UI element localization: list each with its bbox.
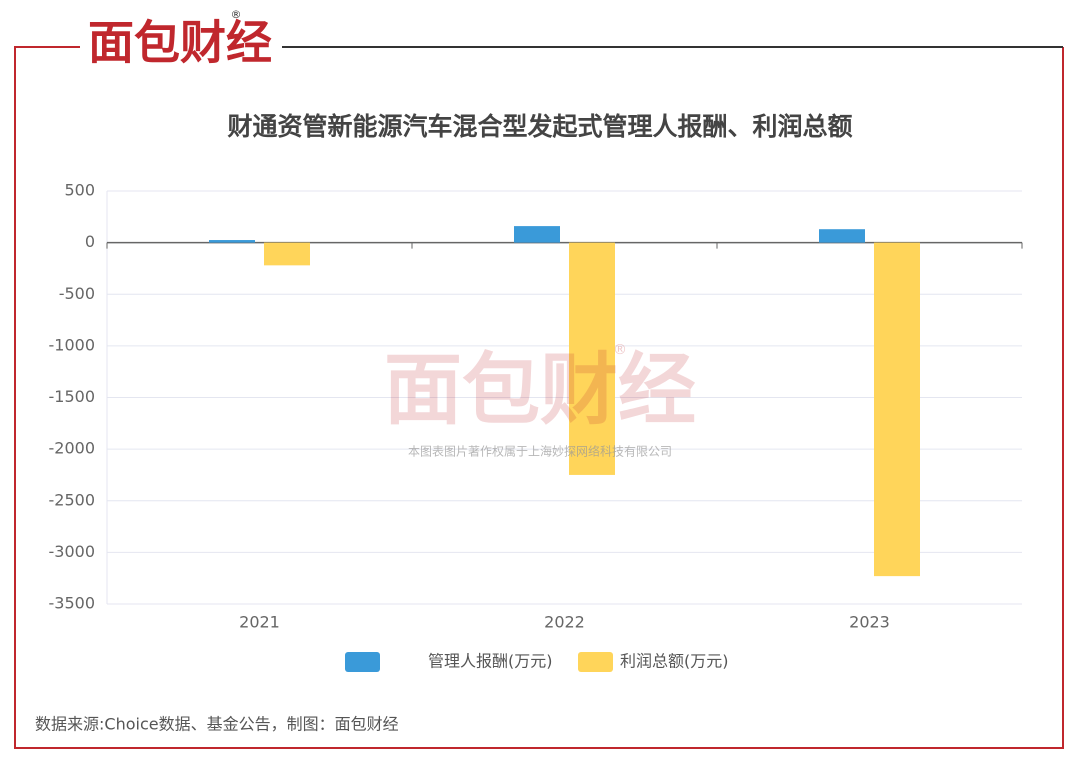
watermark-note: 本图表图片著作权属于上海妙探网络科技有限公司 xyxy=(408,444,672,459)
logo-mark: ® xyxy=(231,8,242,21)
bar xyxy=(819,229,865,243)
y-tick-label: 500 xyxy=(64,181,95,200)
bar xyxy=(874,242,920,577)
legend-swatch xyxy=(578,652,613,672)
bar xyxy=(569,242,615,475)
logo: 面包财经 xyxy=(88,16,272,70)
y-tick-label: -3500 xyxy=(49,594,96,613)
x-tick-label: 2023 xyxy=(849,613,890,632)
bar xyxy=(209,240,255,243)
watermark: 面包财经 xyxy=(384,345,696,435)
y-tick-label: -2500 xyxy=(49,490,96,509)
x-tick-label: 2022 xyxy=(544,613,585,632)
frame xyxy=(14,46,1064,749)
legend-label: 管理人报酬(万元) xyxy=(428,652,553,671)
y-tick-label: -2000 xyxy=(49,439,96,458)
y-tick-label: -1000 xyxy=(49,335,96,354)
x-tick-label: 2021 xyxy=(239,613,280,632)
bar xyxy=(514,226,560,243)
legend-swatch xyxy=(345,652,380,672)
plot: 500 0 -500 -1000 -1500 -2000 -2500 -3000 -3500 20… xyxy=(49,181,1023,672)
y-tick-label: -3000 xyxy=(49,542,96,561)
watermark-mark: ® xyxy=(613,342,627,358)
chart-title: 财通资管新能源汽车混合型发起式管理人报酬、利润总额 xyxy=(227,112,852,141)
bar xyxy=(264,242,310,266)
source: 数据来源:Choice数据、基金公告，制图：面包财经 xyxy=(35,715,399,734)
y-tick-label: -500 xyxy=(59,284,95,303)
legend-label: 利润总额(万元) xyxy=(620,652,729,671)
y-tick-label: 0 xyxy=(85,232,95,251)
y-tick-label: -1500 xyxy=(49,387,96,406)
